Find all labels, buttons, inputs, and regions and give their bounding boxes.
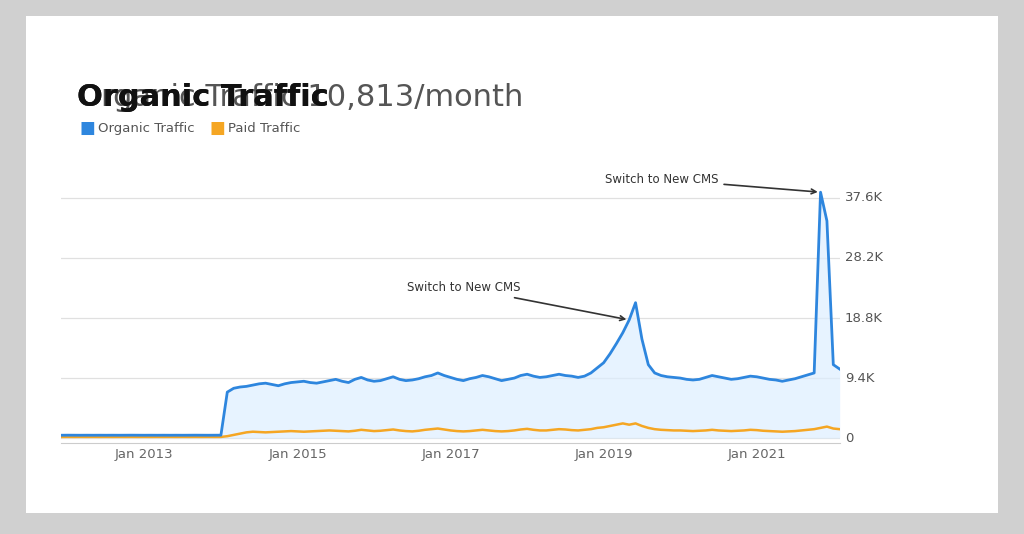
Text: Organic Traffic: Organic Traffic bbox=[77, 83, 329, 112]
Text: 18.8K: 18.8K bbox=[845, 311, 883, 325]
Text: ■: ■ bbox=[80, 119, 95, 137]
Text: Organic Traffic: Organic Traffic bbox=[98, 122, 195, 135]
Text: 28.2K: 28.2K bbox=[845, 252, 883, 264]
Text: Switch to New CMS: Switch to New CMS bbox=[605, 173, 816, 194]
Text: 37.6K: 37.6K bbox=[845, 191, 883, 205]
Text: 0: 0 bbox=[845, 431, 853, 445]
Text: Organic Traffic 10,813/month: Organic Traffic 10,813/month bbox=[77, 83, 523, 112]
Text: Switch to New CMS: Switch to New CMS bbox=[408, 281, 625, 320]
Text: Organic Traffic: Organic Traffic bbox=[77, 83, 329, 112]
Text: ■: ■ bbox=[210, 119, 225, 137]
Text: Paid Traffic: Paid Traffic bbox=[228, 122, 301, 135]
Text: 9.4K: 9.4K bbox=[845, 372, 874, 384]
